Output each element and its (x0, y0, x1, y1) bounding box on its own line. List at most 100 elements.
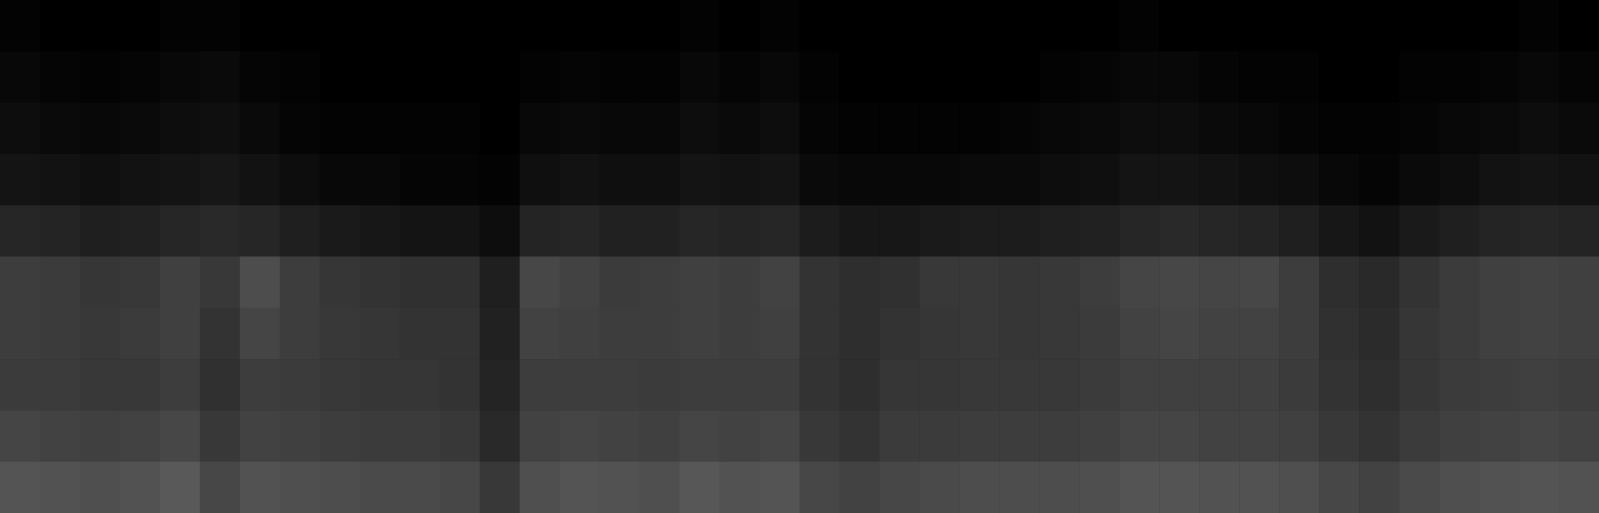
cell (480, 0, 520, 52)
cell (839, 103, 879, 155)
cell (1119, 257, 1159, 309)
cell (800, 410, 840, 462)
cell (280, 410, 320, 462)
cell (200, 0, 240, 52)
cell (200, 154, 240, 206)
cell (440, 359, 480, 411)
cell (999, 51, 1039, 103)
cell (1319, 154, 1359, 206)
cell (760, 257, 800, 309)
cell (280, 257, 320, 309)
cell (839, 257, 879, 309)
cell (1359, 257, 1399, 309)
cell (1159, 410, 1199, 462)
cell (1399, 205, 1439, 257)
cell (200, 103, 240, 155)
cell (1279, 154, 1319, 206)
cell (760, 410, 800, 462)
cell (1159, 154, 1199, 206)
cell (1159, 462, 1199, 513)
cell (1159, 51, 1199, 103)
cell (360, 205, 400, 257)
cell (1039, 51, 1079, 103)
cell (879, 462, 919, 513)
cell (1439, 103, 1479, 155)
cell (280, 462, 320, 513)
cell (1559, 410, 1599, 462)
cell (1319, 257, 1359, 309)
cell (40, 205, 80, 257)
cell (1479, 410, 1519, 462)
cell (160, 410, 200, 462)
cell (320, 359, 360, 411)
cell (1039, 154, 1079, 206)
cell (959, 308, 999, 360)
cell (1319, 359, 1359, 411)
cell (40, 462, 80, 513)
cell (1199, 359, 1239, 411)
cell (959, 0, 999, 52)
cell (1199, 51, 1239, 103)
cell (1399, 154, 1439, 206)
cell (1559, 103, 1599, 155)
cell (160, 308, 200, 360)
cell (1439, 308, 1479, 360)
cell (839, 51, 879, 103)
cell (80, 410, 120, 462)
cell (440, 205, 480, 257)
cell (959, 154, 999, 206)
cell (1039, 462, 1079, 513)
cell (879, 0, 919, 52)
cell (120, 0, 160, 52)
cell (999, 308, 1039, 360)
cell (400, 462, 440, 513)
cell (1119, 205, 1159, 257)
cell (839, 410, 879, 462)
cell (720, 51, 760, 103)
cell (40, 410, 80, 462)
cell (1079, 205, 1119, 257)
cell (560, 462, 600, 513)
cell (919, 103, 959, 155)
cell (1559, 51, 1599, 103)
cell (1279, 257, 1319, 309)
cell (600, 103, 640, 155)
cell (1479, 154, 1519, 206)
cell (520, 0, 560, 52)
cell (640, 257, 680, 309)
cell (720, 103, 760, 155)
cell (360, 308, 400, 360)
cell (720, 410, 760, 462)
cell (1119, 308, 1159, 360)
cell (879, 51, 919, 103)
cell (959, 205, 999, 257)
cell (400, 205, 440, 257)
cell (1039, 0, 1079, 52)
cell (640, 103, 680, 155)
cell (160, 103, 200, 155)
cell (80, 462, 120, 513)
cell (879, 154, 919, 206)
cell (320, 0, 360, 52)
cell (600, 410, 640, 462)
cell (1159, 257, 1199, 309)
cell (959, 462, 999, 513)
cell (1239, 51, 1279, 103)
cell (240, 103, 280, 155)
cell (720, 205, 760, 257)
cell (440, 462, 480, 513)
cell (480, 410, 520, 462)
cell (640, 205, 680, 257)
cell (240, 257, 280, 309)
cell (1039, 308, 1079, 360)
cell (1399, 308, 1439, 360)
cell (999, 0, 1039, 52)
cell (1319, 0, 1359, 52)
cell (560, 103, 600, 155)
cell (1439, 154, 1479, 206)
cell (640, 0, 680, 52)
cell (520, 410, 560, 462)
cell (1039, 257, 1079, 309)
cell (999, 359, 1039, 411)
cell (240, 462, 280, 513)
